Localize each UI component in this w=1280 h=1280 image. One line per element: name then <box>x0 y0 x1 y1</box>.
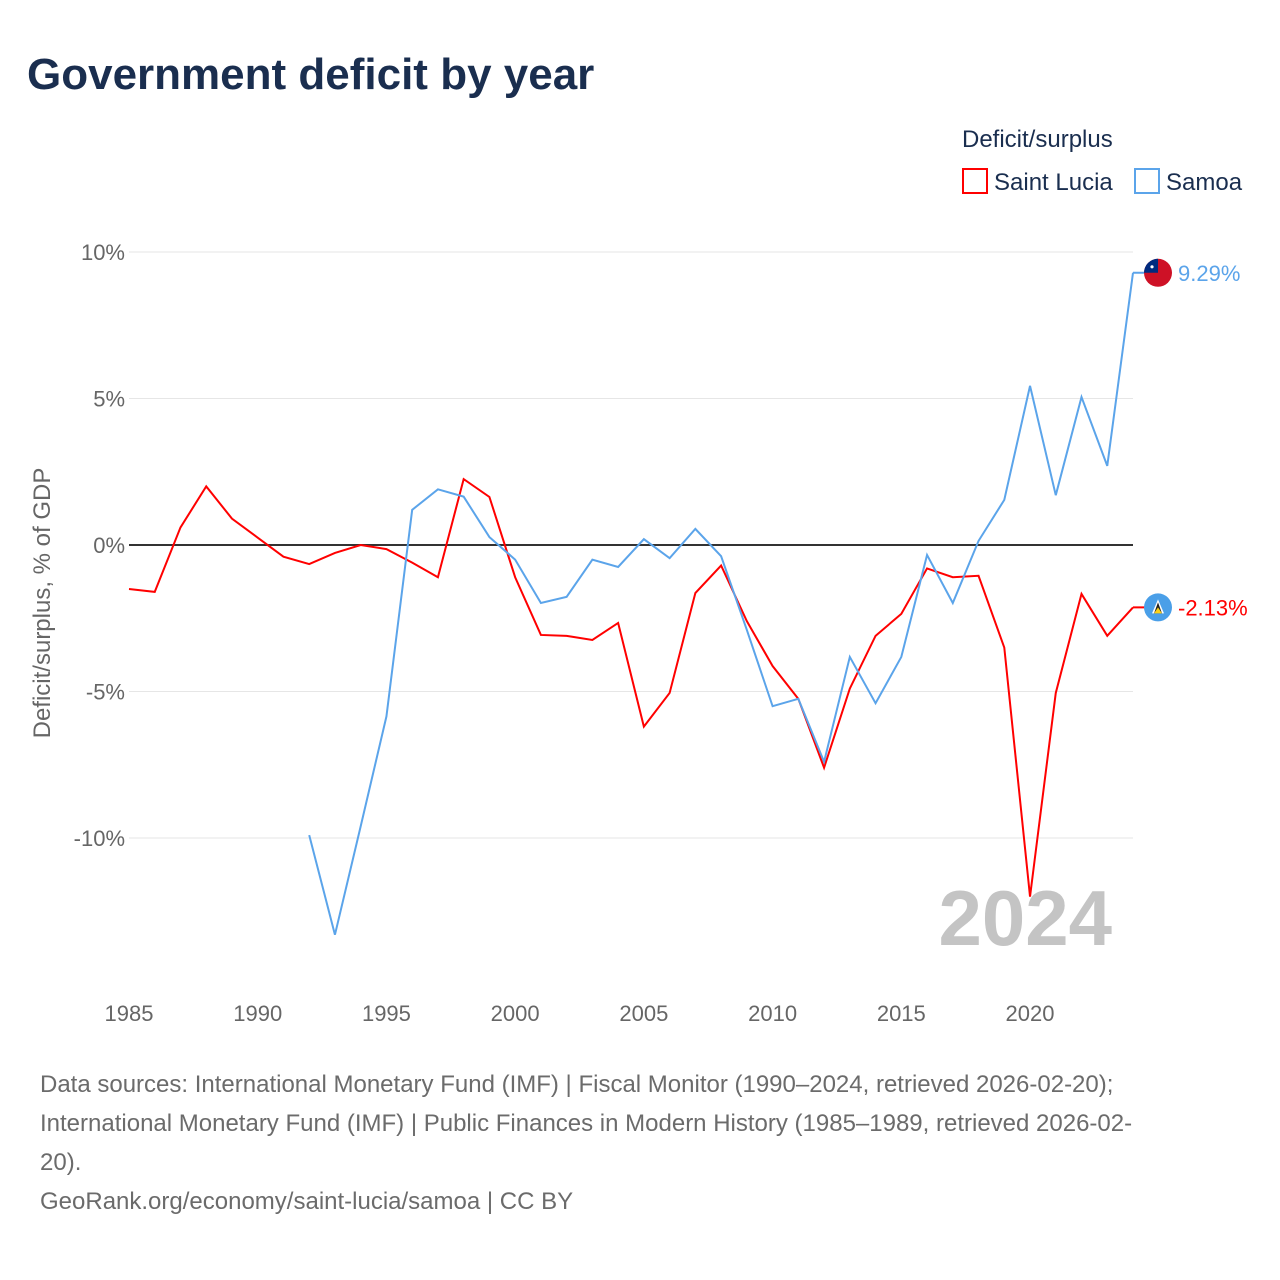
x-tick-label: 2005 <box>619 1001 668 1026</box>
x-tick-label: 1985 <box>105 1001 154 1026</box>
flag-triangle-yellow <box>1154 607 1162 614</box>
y-axis-ticks: 10% 5% 0% -5% -10% <box>74 240 125 851</box>
series-end-labels: -2.13% 9.29% <box>1133 258 1248 622</box>
year-watermark: 2024 <box>938 874 1112 962</box>
series-line-saint-lucia <box>128 477 1134 897</box>
series-line-samoa <box>308 272 1134 935</box>
legend-item-label[interactable]: Saint Lucia <box>994 169 1113 196</box>
x-axis-ticks: 1985 1990 1995 2000 2005 2010 2015 2020 <box>105 1001 1055 1026</box>
chart-title: Government deficit by year <box>27 50 595 99</box>
y-tick-label: -5% <box>86 680 125 705</box>
sources-line-1: Data sources: International Monetary Fun… <box>40 1071 1114 1098</box>
series-lines <box>128 272 1134 935</box>
y-axis-label: Deficit/surplus, % of GDP <box>29 468 56 739</box>
x-tick-label: 2015 <box>877 1001 926 1026</box>
legend-title: Deficit/surplus <box>962 126 1113 153</box>
y-tick-label: 10% <box>81 240 125 265</box>
saint-lucia-flag-icon <box>1144 593 1172 622</box>
y-tick-label: 0% <box>93 533 125 558</box>
y-tick-label: -10% <box>74 826 125 851</box>
data-sources: Data sources: International Monetary Fun… <box>40 1065 1240 1221</box>
sources-line-2: International Monetary Fund (IMF) | Publ… <box>40 1110 1133 1137</box>
end-value-label: 9.29% <box>1178 261 1240 286</box>
y-tick-label: 5% <box>93 387 125 412</box>
legend: Saint Lucia Samoa <box>962 168 1243 196</box>
x-tick-label: 2010 <box>748 1001 797 1026</box>
sources-line-3: 20). <box>40 1149 82 1176</box>
legend-swatch <box>962 168 988 194</box>
end-value-label: -2.13% <box>1178 595 1248 620</box>
credit-link[interactable]: GeoRank.org/economy/saint-lucia/samoa | … <box>40 1188 574 1215</box>
legend-swatch <box>1134 168 1160 194</box>
x-tick-label: 1995 <box>362 1001 411 1026</box>
gridlines <box>129 251 1133 839</box>
legend-item-label[interactable]: Samoa <box>1166 169 1243 196</box>
x-tick-label: 1990 <box>233 1001 282 1026</box>
x-tick-label: 2020 <box>1006 1001 1055 1026</box>
samoa-flag-icon <box>1144 258 1172 287</box>
flag-star <box>1150 265 1154 269</box>
x-tick-label: 2000 <box>491 1001 540 1026</box>
